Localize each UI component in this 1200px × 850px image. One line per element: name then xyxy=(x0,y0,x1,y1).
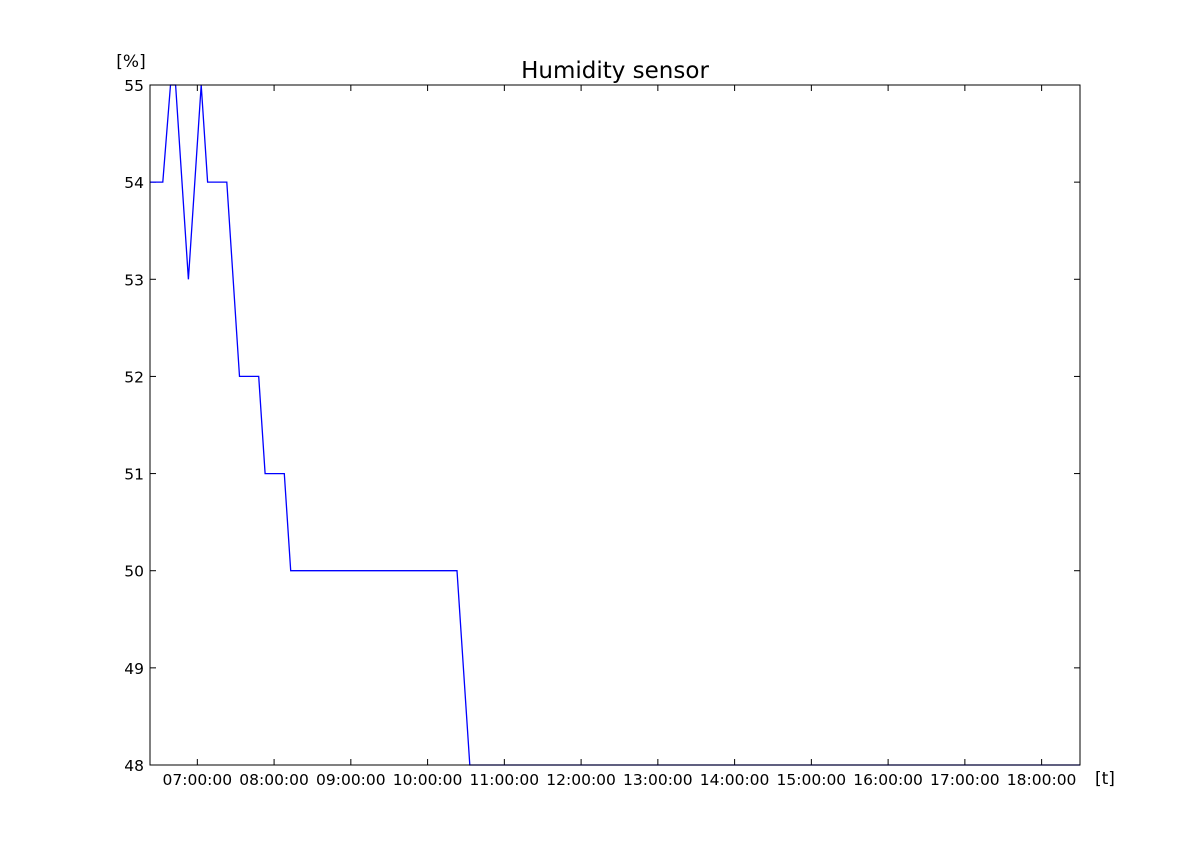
x-tick-label: 12:00:00 xyxy=(546,771,616,789)
y-tick-label: 55 xyxy=(124,77,144,95)
plot-area-frame xyxy=(149,84,1081,766)
x-tick-label: 17:00:00 xyxy=(930,771,1000,789)
x-tick-label: 18:00:00 xyxy=(1007,771,1077,789)
x-tick-label: 13:00:00 xyxy=(623,771,693,789)
x-tick-label: 15:00:00 xyxy=(777,771,847,789)
x-tick-label: 08:00:00 xyxy=(239,771,309,789)
x-tick-label: 07:00:00 xyxy=(163,771,233,789)
humidity-series-line xyxy=(150,84,1080,766)
x-tick-label: 11:00:00 xyxy=(470,771,540,789)
y-tick-label: 53 xyxy=(124,271,144,289)
y-tick-label: 54 xyxy=(124,174,144,192)
y-axis-ticks: 48 49 50 51 52 53 54 55 xyxy=(124,77,1080,775)
y-tick-label: 51 xyxy=(124,466,144,484)
x-axis-ticks: 07:00:00 08:00:00 09:00:00 10:00:00 11:00:00… xyxy=(163,85,1077,789)
x-axis-label: [t] xyxy=(1095,769,1115,789)
y-axis-label: [%] xyxy=(116,52,145,72)
chart-title: Humidity sensor xyxy=(521,58,709,84)
x-tick-label: 10:00:00 xyxy=(393,771,463,789)
x-tick-label: 09:00:00 xyxy=(316,771,386,789)
x-tick-label: 14:00:00 xyxy=(700,771,770,789)
y-tick-label: 48 xyxy=(124,757,144,775)
x-tick-label: 16:00:00 xyxy=(853,771,923,789)
y-tick-label: 49 xyxy=(124,660,144,678)
y-tick-label: 50 xyxy=(124,563,144,581)
y-tick-label: 52 xyxy=(124,368,144,386)
